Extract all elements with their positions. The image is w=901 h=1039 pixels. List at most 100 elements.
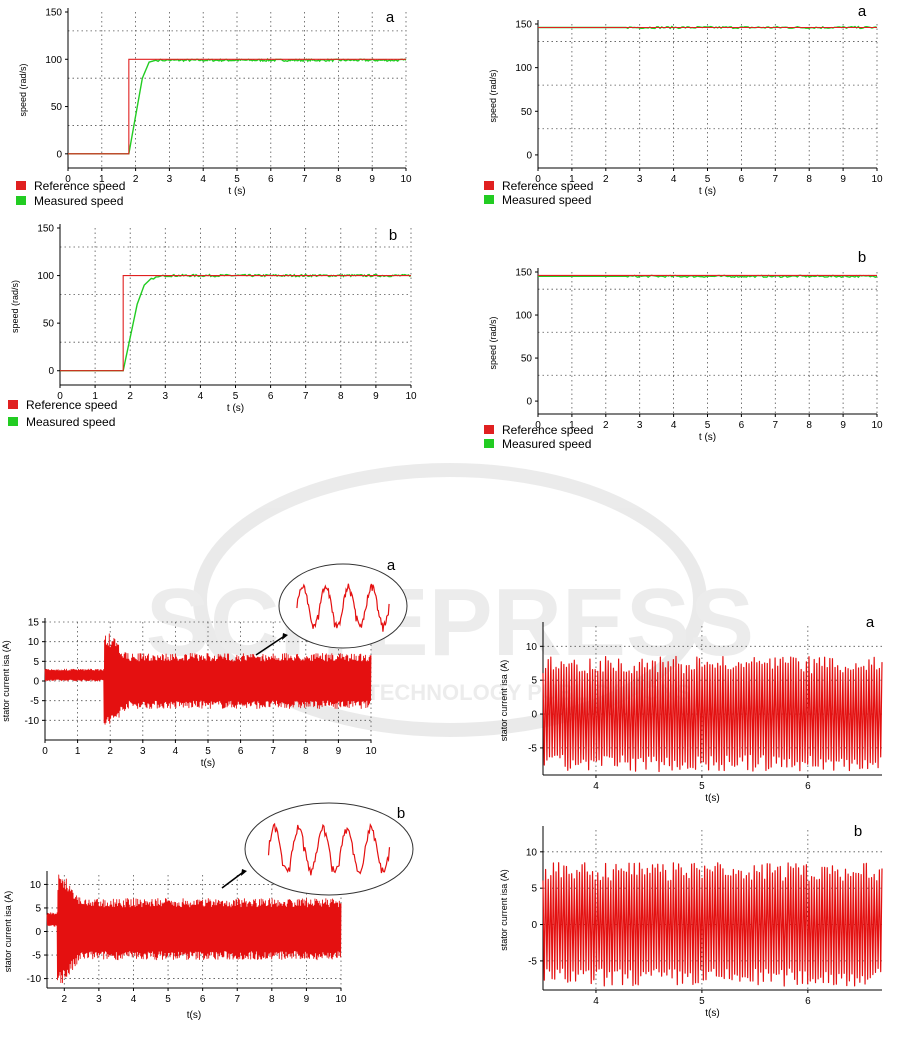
y-tick-label: 50 (51, 102, 63, 113)
series-reference-speed (68, 58, 406, 155)
series-stator-current (542, 862, 883, 987)
y-tick-label: 0 (526, 150, 532, 161)
x-tick-label: 5 (705, 420, 711, 431)
y-tick-label: 50 (521, 107, 533, 118)
panel-label: b (854, 823, 862, 840)
x-tick-label: 2 (62, 994, 68, 1005)
x-tick-label: 8 (303, 746, 309, 757)
x-tick-label: 9 (369, 174, 375, 185)
x-tick-label: 10 (405, 391, 417, 402)
panel-label: a (387, 557, 396, 574)
panel-label: a (866, 614, 875, 631)
x-axis-label: t (s) (699, 432, 716, 443)
y-tick-label: 10 (526, 847, 538, 858)
x-tick-label: 0 (42, 746, 48, 757)
x-tick-label: 8 (269, 994, 275, 1005)
panel-label: b (389, 227, 397, 244)
legend-label-measured: Measured speed (502, 193, 591, 207)
x-tick-label: 5 (705, 174, 711, 185)
x-axis-label: t (s) (227, 403, 244, 414)
legend-label-reference: Reference speed (502, 179, 593, 193)
legend-label-measured: Measured speed (34, 194, 123, 208)
x-tick-label: 9 (840, 420, 846, 431)
x-tick-label: 5 (234, 174, 240, 185)
zoom-inset-waveform (267, 822, 391, 876)
y-axis-label: speed (rad/s) (488, 69, 498, 122)
x-tick-label: 9 (304, 994, 310, 1005)
x-tick-label: 3 (163, 391, 169, 402)
chart-current-right-a: 4 5 6 -5 0 5 10 t(s) stator current isa (A) a (499, 614, 883, 804)
x-tick-label: 2 (127, 391, 133, 402)
x-tick-label: 0 (65, 174, 71, 185)
x-tick-label: 10 (871, 174, 883, 185)
x-tick-label: 9 (373, 391, 379, 402)
x-axis-label: t (s) (228, 186, 245, 197)
series-stator-current (46, 874, 342, 984)
y-tick-label: 0 (35, 927, 41, 938)
watermark-logo-ring (193, 463, 707, 737)
legend-label-measured: Measured speed (26, 415, 115, 429)
chart-current-left-b: 2 3 4 5 6 7 8 9 10 -10 -5 0 5 10 t(s) stator current is… (3, 802, 414, 1021)
x-tick-label: 3 (96, 994, 102, 1005)
panel-label: b (858, 249, 866, 266)
legend-swatch-measured (484, 195, 494, 204)
legend-swatch-measured (8, 417, 18, 426)
x-tick-label: 6 (805, 996, 811, 1007)
zoom-inset (221, 802, 414, 896)
y-tick-label: 0 (531, 920, 537, 931)
x-tick-label: 4 (131, 994, 137, 1005)
y-tick-label: 100 (37, 271, 54, 282)
zoom-arrow (221, 872, 243, 889)
y-axis-label: stator current isa (A) (499, 869, 509, 951)
panel-label: a (858, 3, 867, 20)
y-axis-label: speed (rad/s) (10, 280, 20, 333)
series-stator-current (44, 633, 372, 725)
y-tick-label: 0 (33, 677, 39, 688)
x-tick-label: 2 (107, 746, 113, 757)
x-tick-label: 8 (806, 420, 812, 431)
x-tick-label: 8 (338, 391, 344, 402)
x-tick-label: 6 (805, 781, 811, 792)
y-axis-label: speed (rad/s) (488, 316, 498, 369)
x-tick-label: 7 (234, 994, 240, 1005)
x-tick-label: 4 (593, 781, 599, 792)
y-tick-label: 15 (28, 618, 40, 629)
legend-swatch-reference (8, 400, 18, 409)
chart-current-left-a: 0 1 2 3 4 5 6 7 8 9 10 -10 -5 0 5 10 15 t(s) stator curren… (1, 557, 408, 769)
x-tick-label: 8 (336, 174, 342, 185)
x-tick-label: 1 (569, 174, 575, 185)
y-tick-label: -5 (528, 743, 537, 754)
legend-label-reference: Reference speed (502, 423, 593, 437)
x-tick-label: 10 (365, 746, 377, 757)
x-tick-label: 1 (99, 174, 105, 185)
panel-label: b (397, 805, 405, 822)
x-tick-label: 5 (165, 994, 171, 1005)
legend-label-measured: Measured speed (502, 437, 591, 451)
zoom-inset-waveform (296, 583, 390, 632)
x-tick-label: 10 (400, 174, 412, 185)
x-tick-label: 8 (806, 174, 812, 185)
series-reference-speed (60, 275, 411, 372)
x-tick-label: 2 (603, 174, 609, 185)
x-tick-label: 7 (773, 420, 779, 431)
x-axis-label: t(s) (201, 758, 215, 769)
x-tick-label: 4 (200, 174, 206, 185)
x-tick-label: 0 (535, 174, 541, 185)
x-tick-label: 4 (173, 746, 179, 757)
x-tick-label: 3 (637, 174, 643, 185)
legend-swatch-reference (484, 425, 494, 434)
x-tick-label: 10 (335, 994, 347, 1005)
x-tick-label: 0 (57, 391, 63, 402)
x-tick-label: 4 (671, 174, 677, 185)
y-tick-label: 100 (515, 63, 532, 74)
y-tick-label: 5 (531, 676, 537, 687)
zoom-arrow (255, 636, 284, 656)
y-tick-label: 150 (37, 224, 54, 235)
y-tick-label: 50 (43, 319, 55, 330)
x-tick-label: 4 (593, 996, 599, 1007)
x-tick-label: 7 (773, 174, 779, 185)
